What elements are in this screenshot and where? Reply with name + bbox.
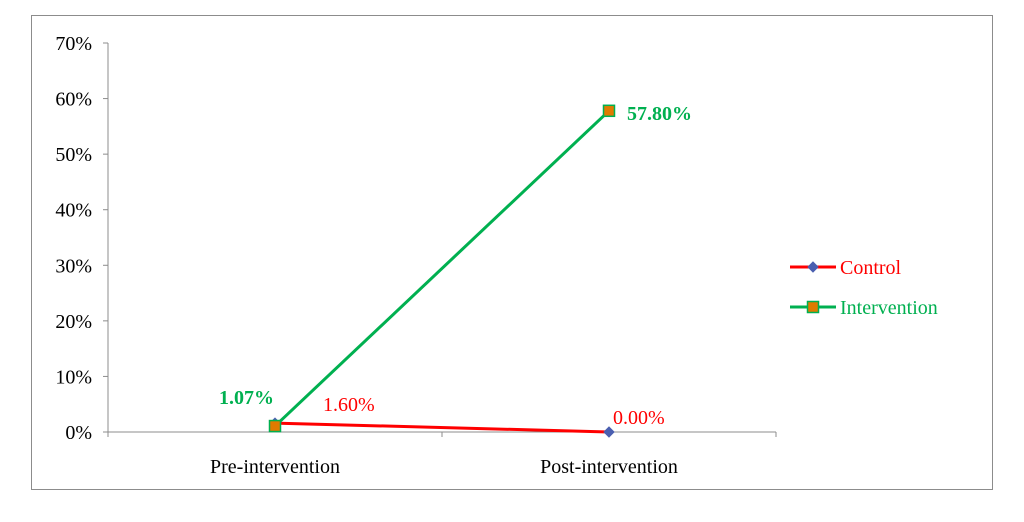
legend-marker bbox=[807, 261, 819, 273]
data-label: 1.60% bbox=[323, 394, 375, 416]
y-tick-label: 50% bbox=[55, 144, 92, 166]
data-point bbox=[603, 426, 615, 438]
y-tick-label: 40% bbox=[55, 200, 92, 222]
x-tick-label: Post-intervention bbox=[540, 456, 678, 478]
data-label: 0.00% bbox=[613, 407, 665, 429]
data-point bbox=[268, 419, 282, 433]
y-tick-label: 60% bbox=[55, 89, 92, 111]
legend-label: Intervention bbox=[840, 297, 938, 319]
data-label: 57.80% bbox=[627, 103, 692, 125]
series-intervention: 1.07% 57.80% bbox=[219, 103, 692, 433]
data-label: 1.07% bbox=[219, 387, 274, 409]
series-control: 1.60% 0.00% bbox=[269, 394, 665, 438]
data-point bbox=[602, 104, 616, 118]
y-tick-label: 0% bbox=[65, 422, 92, 444]
series-line bbox=[274, 421, 610, 434]
series-layer: 1.60% 0.00% 1.07% 57.80% bbox=[219, 103, 692, 438]
axes: 0% 10% 20% 30% 40% 50% 60% 70% Pre-intervention P… bbox=[55, 33, 777, 478]
legend-label: Control bbox=[840, 257, 902, 279]
y-tick-label: 70% bbox=[55, 33, 92, 55]
x-tick-label: Pre-intervention bbox=[210, 456, 340, 478]
chart-frame bbox=[31, 15, 993, 490]
series-line bbox=[273, 109, 611, 428]
y-tick-label: 30% bbox=[55, 255, 92, 277]
y-tick-label: 10% bbox=[55, 366, 92, 388]
legend-item-control: Control bbox=[790, 257, 902, 279]
legend: Control Intervention bbox=[790, 257, 938, 319]
legend-marker bbox=[806, 300, 820, 314]
legend-item-intervention: Intervention bbox=[790, 297, 938, 319]
y-tick-label: 20% bbox=[55, 311, 92, 333]
